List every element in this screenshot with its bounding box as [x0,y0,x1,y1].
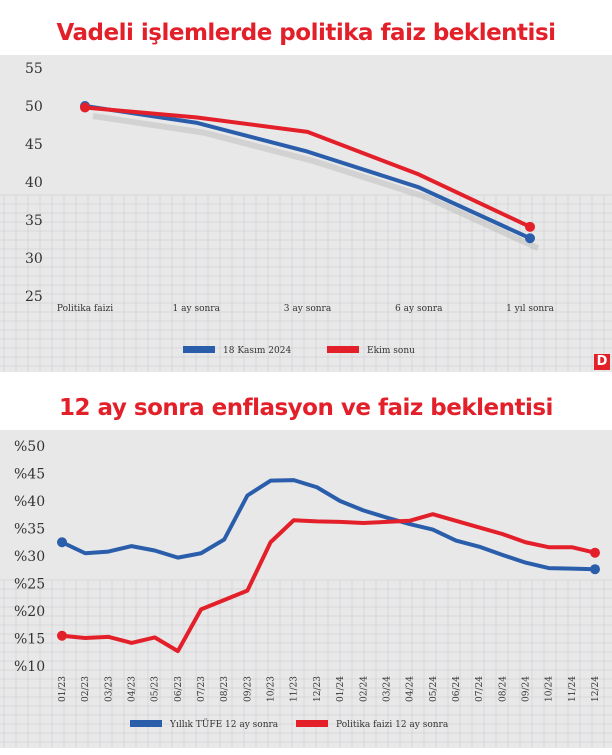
brand-logo: D [594,354,610,370]
y-tick-label: %50 [14,439,45,455]
series-end-point [590,564,600,575]
y-tick-label: %40 [14,494,45,510]
x-tick-label: 10/23 [267,676,277,702]
legend-swatch [183,346,215,353]
x-tick-label: 09/24 [521,676,531,702]
series-shadow [92,113,540,251]
x-tick-label: 1 ay sonra [173,304,221,314]
y-tick-label: 40 [25,175,43,191]
x-tick-label: 04/24 [406,676,416,702]
x-tick-label: 12/24 [591,676,601,702]
chart1-svg: 55 50 45 40 35 30 25 Politika faizi 1 ay sonra 3 … [0,61,612,372]
x-tick-label: 02/24 [359,676,369,702]
series-end-point [57,630,67,641]
x-tick-label: 08/24 [498,676,508,702]
x-tick-label: 05/23 [151,676,161,702]
x-tick-label: 1 yıl sonra [506,304,554,314]
x-tick-label: 01/24 [336,676,346,702]
y-tick-label: 50 [25,99,43,115]
legend-swatch [296,720,328,727]
x-tick-label: 03/24 [382,676,392,702]
series-end-point [57,537,67,548]
y-tick-label: %20 [14,604,45,620]
x-tick-label: 04/23 [128,676,138,702]
y-tick-label: %10 [14,659,45,675]
x-tick-label: 11/23 [290,676,300,702]
x-tick-label: 08/23 [220,676,230,702]
series-end-point [590,547,600,558]
y-tick-label: 25 [25,289,43,305]
y-tick-label: %35 [14,522,45,538]
chart1-title: Vadeli işlemlerde politika faiz beklenti… [56,20,556,46]
x-tick-label: Politika faizi [57,304,113,314]
legend-swatch [130,720,162,727]
y-tick-label: 45 [25,137,43,153]
legend-label: Ekim sonu [367,346,415,356]
x-tick-label: 05/24 [429,676,439,702]
series-line-0 [61,478,596,572]
series-line-0 [84,104,531,241]
y-tick-label: %25 [14,577,45,593]
chart2-title: 12 ay sonra enflasyon ve faiz beklentisi [59,395,553,421]
series-line-1 [84,105,531,229]
legend-label: 18 Kasım 2024 [223,346,291,356]
x-tick-label: 09/23 [243,676,253,702]
x-tick-label: 3 ay sonra [284,304,332,314]
legend-swatch [327,346,359,353]
x-tick-label: 6 ay sonra [395,304,443,314]
x-tick-label: 07/23 [197,676,207,702]
x-tick-label: 12/23 [313,676,323,702]
x-tick-label: 06/23 [174,676,184,702]
series-end-point [80,102,90,113]
y-tick-label: 35 [25,213,43,229]
x-tick-label: 03/23 [104,676,114,702]
x-tick-label: 07/24 [475,676,485,702]
x-tick-label: 11/24 [568,676,578,702]
chart2-svg: %50 %45 %40 %35 %30 %25 %20 %15 %10 01/23 02/23 03/… [0,439,612,748]
y-tick-label: %45 [14,467,45,483]
chart2-panel: %50 %45 %40 %35 %30 %25 %20 %15 %10 01/23 02/23 03/… [0,430,612,748]
y-tick-label: %30 [14,549,45,565]
series-end-point [525,233,535,244]
x-tick-label: 01/23 [58,676,68,702]
chart1-panel: 55 50 45 40 35 30 25 Politika faizi 1 ay sonra 3 … [0,55,612,372]
series-line-1 [61,512,596,654]
y-tick-label: 55 [25,61,43,77]
legend-label: Politika faizi 12 ay sonra [336,720,449,730]
y-tick-label: %15 [14,632,45,648]
x-tick-label: 02/23 [81,676,91,702]
x-tick-label: 06/24 [452,676,462,702]
y-tick-label: 30 [25,251,43,267]
x-tick-label: 10/24 [545,676,555,702]
legend-label: Yıllık TÜFE 12 ay sonra [169,718,279,730]
series-end-point [525,221,535,232]
